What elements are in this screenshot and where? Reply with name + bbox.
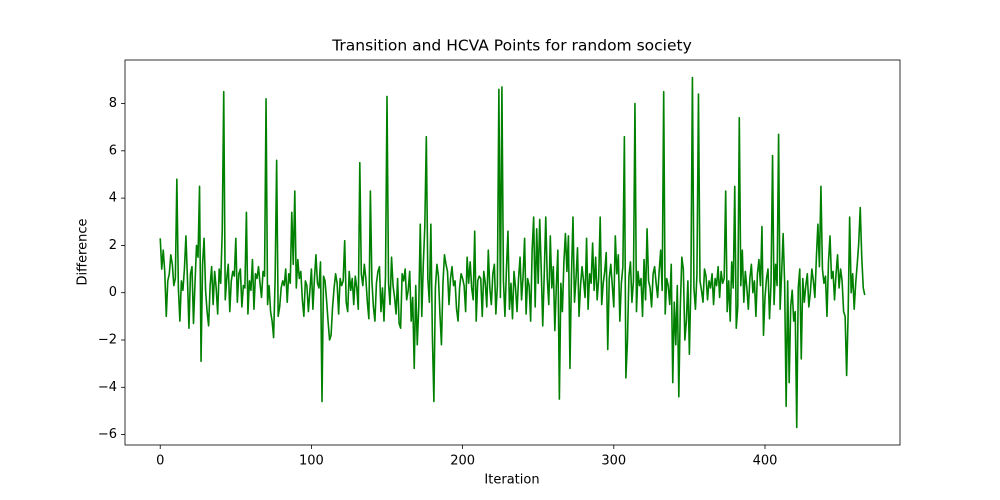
- line-series: [159, 76, 866, 429]
- y-tick-label: 6: [109, 143, 117, 158]
- y-tick-label: 2: [109, 238, 117, 253]
- y-tick-label: −6: [98, 427, 117, 442]
- y-tick-label: 8: [109, 96, 117, 111]
- x-tick-label: 300: [601, 454, 626, 469]
- y-tick-label: 0: [109, 285, 117, 300]
- y-tick-label: 4: [109, 191, 117, 206]
- x-tick-label: 400: [753, 454, 778, 469]
- x-tick-label: 100: [299, 454, 324, 469]
- y-axis-label: Difference: [76, 218, 91, 285]
- chart-title: Transition and HCVA Points for random so…: [331, 37, 692, 55]
- y-tick-label: −2: [98, 333, 117, 348]
- y-tick-label: −4: [98, 380, 117, 395]
- x-tick-label: 0: [156, 454, 164, 469]
- plot-frame: [124, 59, 901, 446]
- x-tick-label: 200: [450, 454, 475, 469]
- x-axis-label: Iteration: [484, 473, 539, 488]
